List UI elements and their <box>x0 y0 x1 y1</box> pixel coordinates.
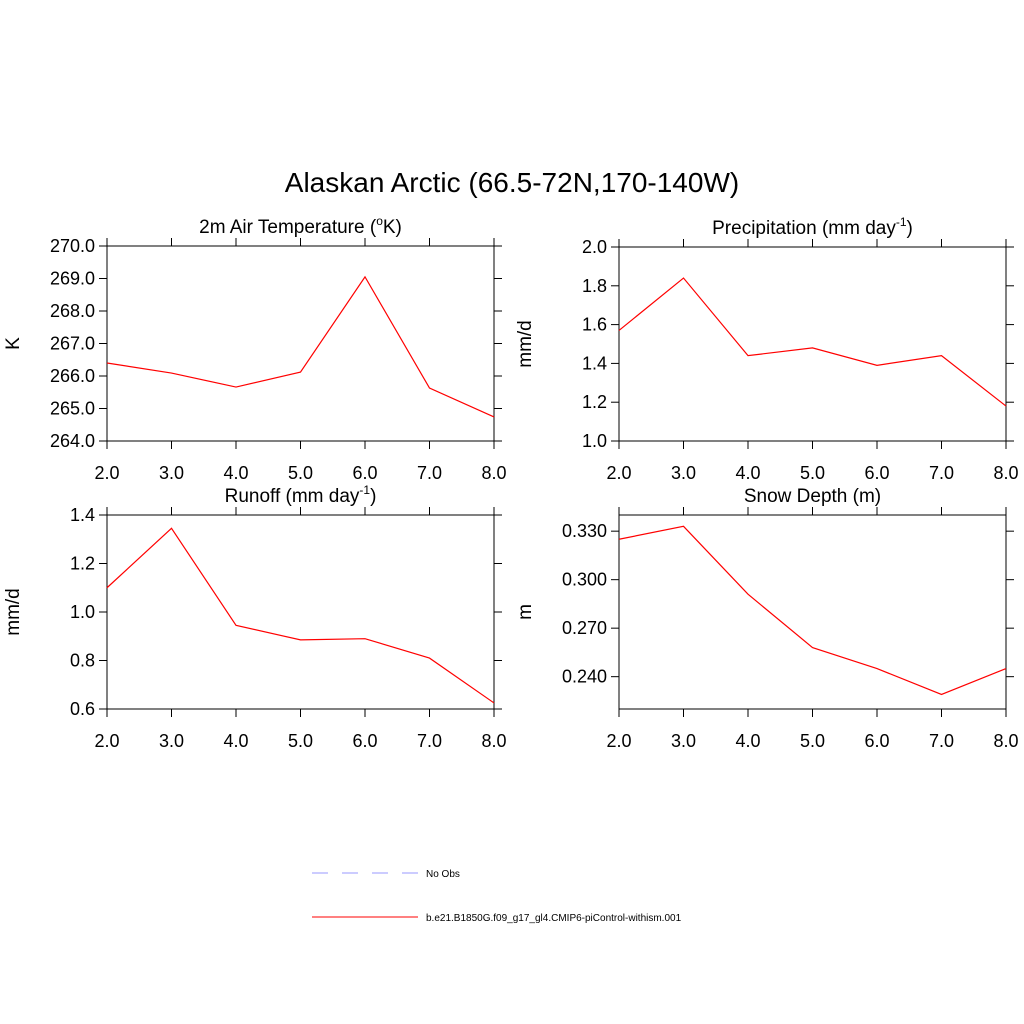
data-line <box>618 525 1007 696</box>
y-axis-label: mm/d <box>3 588 24 636</box>
x-tick-label: 2.0 <box>94 463 119 483</box>
x-tick-label: 7.0 <box>929 463 954 483</box>
panel-title: Runoff (mm day-1) <box>225 483 377 507</box>
y-tick-label: 0.300 <box>562 570 607 590</box>
x-tick-label: 4.0 <box>223 731 248 751</box>
y-tick-label: 268.0 <box>50 301 95 321</box>
x-tick-label: 8.0 <box>481 731 506 751</box>
plot-frame <box>106 514 495 710</box>
y-tick-label: 2.0 <box>582 237 607 257</box>
y-tick-label: 1.6 <box>582 315 607 335</box>
data-line <box>106 527 495 704</box>
y-axis-label: mm/d <box>515 320 536 368</box>
x-tick-label: 5.0 <box>800 463 825 483</box>
x-tick-label: 4.0 <box>223 463 248 483</box>
x-tick-label: 3.0 <box>671 731 696 751</box>
panel: Snow Depth (m) m 0.240 0.270 0.300 0.330 2.0 3.… <box>515 486 1019 751</box>
y-tick-label: 267.0 <box>50 334 95 354</box>
y-tick-label: 0.240 <box>562 667 607 687</box>
x-tick-label: 3.0 <box>671 463 696 483</box>
x-tick-label: 8.0 <box>993 463 1018 483</box>
title-text: ) <box>907 218 913 239</box>
panel: Precipitation (mm day-1) mm/d 1.0 1.2 1.4 1.6… <box>515 215 1019 483</box>
y-tick-label: 1.8 <box>582 276 607 296</box>
x-tick-label: 6.0 <box>352 463 377 483</box>
x-tick-label: 2.0 <box>606 463 631 483</box>
y-tick-label: 1.4 <box>70 505 95 525</box>
legend-label: No Obs <box>426 869 460 880</box>
y-tick-label: 265.0 <box>50 399 95 419</box>
title-superscript: -1 <box>359 483 370 497</box>
x-tick-label: 5.0 <box>288 463 313 483</box>
x-tick-label: 8.0 <box>481 463 506 483</box>
y-tick-label: 1.0 <box>582 431 607 451</box>
y-tick-label: 1.2 <box>70 554 95 574</box>
x-tick-label: 8.0 <box>993 731 1018 751</box>
plot-frame <box>618 246 1007 442</box>
y-axis-label: K <box>3 337 24 350</box>
panel: Runoff (mm day-1) mm/d 0.6 0.8 1.0 1.2 1.4 2.0 3… <box>3 483 507 751</box>
plot-frame <box>618 514 1007 710</box>
x-tick-label: 4.0 <box>735 731 760 751</box>
data-line <box>106 275 495 418</box>
y-tick-label: 0.8 <box>70 651 95 671</box>
figure-title: Alaskan Arctic (66.5-72N,170-140W) <box>285 167 739 198</box>
title-text: ) <box>370 486 376 507</box>
y-tick-label: 0.270 <box>562 618 607 638</box>
x-tick-label: 5.0 <box>800 731 825 751</box>
title-text: Snow Depth (m) <box>744 486 881 507</box>
y-tick-label: 1.4 <box>582 353 607 373</box>
title-text: 2m Air Temperature ( <box>199 217 377 238</box>
y-tick-label: 1.2 <box>582 392 607 412</box>
x-tick-label: 3.0 <box>159 731 184 751</box>
y-tick-label: 269.0 <box>50 269 95 289</box>
plot-frame <box>106 245 495 442</box>
title-text: Precipitation (mm day <box>712 218 896 239</box>
y-tick-label: 266.0 <box>50 366 95 386</box>
panel-title: Precipitation (mm day-1) <box>712 215 913 239</box>
x-tick-label: 2.0 <box>606 731 631 751</box>
x-tick-label: 7.0 <box>417 463 442 483</box>
panel: 2m Air Temperature (oK) K 264.0 265.0 266.0 2… <box>3 214 507 483</box>
y-tick-label: 0.330 <box>562 521 607 541</box>
x-tick-label: 6.0 <box>352 731 377 751</box>
data-line <box>618 277 1007 407</box>
title-superscript: o <box>376 214 383 228</box>
panel-title: 2m Air Temperature (oK) <box>199 214 402 238</box>
y-tick-label: 270.0 <box>50 236 95 256</box>
x-tick-label: 6.0 <box>864 731 889 751</box>
y-axis-label: m <box>515 604 536 620</box>
panel-title: Snow Depth (m) <box>744 486 881 507</box>
y-tick-label: 0.6 <box>70 699 95 719</box>
legend-label: b.e21.B1850G.f09_g17_gl4.CMIP6-piControl… <box>426 913 682 924</box>
x-tick-label: 6.0 <box>864 463 889 483</box>
x-tick-label: 3.0 <box>159 463 184 483</box>
title-text: K) <box>383 217 402 238</box>
y-tick-label: 264.0 <box>50 431 95 451</box>
x-tick-label: 5.0 <box>288 731 313 751</box>
x-tick-label: 4.0 <box>735 463 760 483</box>
x-tick-label: 2.0 <box>94 731 119 751</box>
title-superscript: -1 <box>896 215 907 229</box>
title-text: Runoff (mm day <box>225 486 360 507</box>
x-tick-label: 7.0 <box>929 731 954 751</box>
x-tick-label: 7.0 <box>417 731 442 751</box>
y-tick-label: 1.0 <box>70 602 95 622</box>
